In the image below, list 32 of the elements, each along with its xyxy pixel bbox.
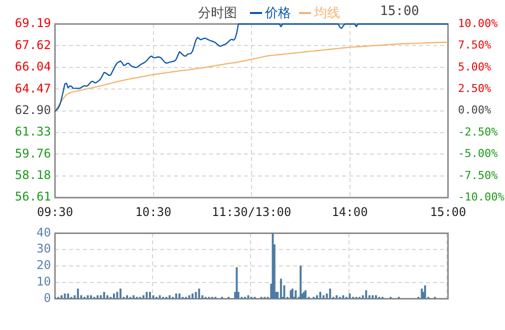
- y-tick-label: 64.47: [14, 81, 51, 96]
- y-tick-label: 20: [36, 258, 51, 272]
- chart-title: 分时图: [198, 5, 237, 22]
- y2-tick-label: -5.00%: [458, 147, 498, 160]
- y-tick-label: 56.61: [14, 190, 51, 204]
- y-tick-label: 10: [36, 274, 51, 289]
- x-tick-label: 14:00: [332, 204, 368, 219]
- legend-label: 均线: [313, 5, 340, 22]
- x-tick-label: 15:00: [430, 204, 466, 219]
- y-tick-label: 59.76: [14, 146, 51, 160]
- y-tick-label: 62.90: [14, 102, 51, 117]
- x-tick-label: 11:30/13:00: [212, 204, 292, 219]
- text: 15:00: [380, 4, 420, 19]
- y2-tick-label: -2.50%: [458, 125, 498, 138]
- y-tick-label: 0: [44, 290, 51, 305]
- y2-tick-label: -7.50%: [458, 168, 498, 182]
- y2-tick-label: 0.00%: [458, 104, 492, 117]
- x-tick-label: 09:30: [36, 204, 74, 219]
- legend-label: 价格: [264, 5, 291, 22]
- y2-tick-label: -10.00%: [458, 190, 505, 204]
- x-tick-label: 10:30: [135, 204, 172, 219]
- y-tick-label: 67.62: [14, 38, 51, 52]
- y-tick-label: 69.19: [14, 16, 51, 30]
- y-tick-label: 30: [36, 242, 51, 256]
- y2-tick-label: 5.00%: [458, 60, 492, 74]
- y2-tick-label: 10.00%: [458, 16, 498, 30]
- y-tick-label: 40: [36, 225, 51, 240]
- y-tick-label: 66.04: [14, 60, 51, 74]
- y-tick-label: 58.18: [14, 168, 51, 182]
- y2-tick-label: 7.50%: [458, 38, 492, 52]
- y-tick-label: 61.33: [14, 124, 51, 139]
- y2-tick-label: 2.50%: [458, 82, 492, 95]
